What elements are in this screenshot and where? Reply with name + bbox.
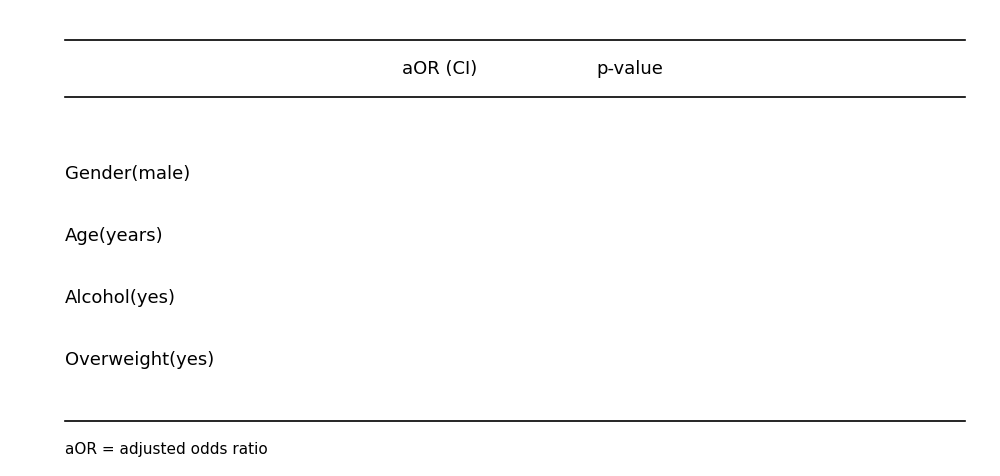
Text: Gender(male): Gender(male) [65, 165, 190, 183]
Text: Overweight(yes): Overweight(yes) [65, 350, 214, 368]
Text: p-value: p-value [597, 60, 663, 78]
Text: Alcohol(yes): Alcohol(yes) [65, 288, 176, 307]
Text: aOR (CI): aOR (CI) [402, 60, 478, 78]
Text: aOR = adjusted odds ratio: aOR = adjusted odds ratio [65, 441, 268, 456]
Text: Age(years): Age(years) [65, 227, 164, 245]
